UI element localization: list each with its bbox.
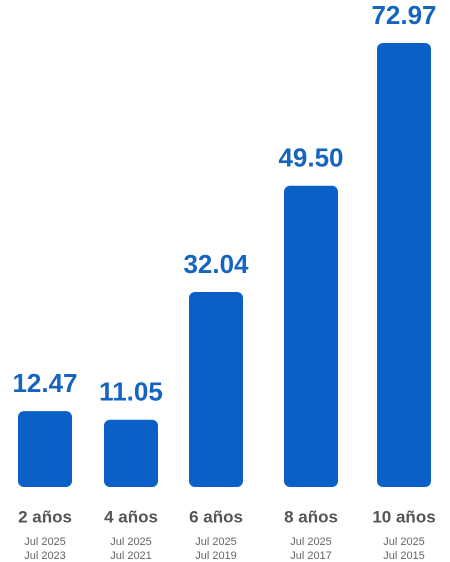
period-start: Jul 2019 [195, 550, 237, 562]
bar [189, 292, 243, 487]
period-end: Jul 2025 [290, 536, 332, 548]
period-end: Jul 2025 [195, 536, 237, 548]
value-label: 49.50 [278, 143, 343, 173]
period-end: Jul 2025 [24, 536, 66, 548]
category-label: 6 años [189, 507, 243, 526]
category-label: 4 años [104, 507, 158, 526]
value-label: 12.47 [12, 368, 77, 398]
value-label: 72.97 [371, 0, 436, 30]
bar [377, 43, 431, 487]
period-start: Jul 2021 [110, 550, 152, 562]
period-start: Jul 2015 [383, 550, 425, 562]
bar [284, 185, 338, 487]
category-label: 2 años [18, 507, 72, 526]
bar [104, 419, 158, 487]
value-label: 32.04 [183, 249, 249, 279]
category-label: 8 años [284, 507, 338, 526]
period-end: Jul 2025 [110, 536, 152, 548]
period-start: Jul 2017 [290, 550, 332, 562]
period-end: Jul 2025 [383, 536, 425, 548]
value-label: 11.05 [99, 377, 163, 407]
bar [18, 411, 72, 487]
category-label: 10 años [372, 507, 435, 526]
period-start: Jul 2023 [24, 550, 66, 562]
